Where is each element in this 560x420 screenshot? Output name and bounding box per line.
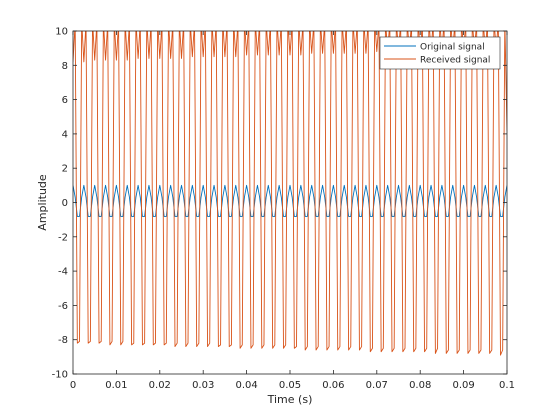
y-tick-label: 2 (62, 164, 68, 175)
x-tick-label: 0.08 (409, 380, 431, 391)
plot-area (73, 31, 507, 374)
axes: 0 0.01 0.02 0.03 0.04 0.05 0.06 0.07 0.08 0.09 0.1… (52, 27, 515, 392)
y-tick-label: 10 (55, 27, 68, 38)
y-tick-label: -2 (58, 232, 68, 243)
x-tick-label: 0.04 (235, 380, 257, 391)
series-layer (73, 31, 507, 356)
legend-label-original: Original signal (420, 43, 485, 53)
x-tick-label: 0.03 (192, 380, 214, 391)
y-tick-label: 0 (62, 198, 68, 209)
x-tick-label: 0.02 (149, 380, 171, 391)
legend-label-received: Received signal (420, 56, 490, 66)
y-tick-label: 8 (62, 61, 68, 72)
x-tick-label: 0.01 (105, 380, 127, 391)
x-tick-label: 0.06 (322, 380, 344, 391)
x-ticks: 0 0.01 0.02 0.03 0.04 0.05 0.06 0.07 0.08 0.09 0.1 (70, 31, 515, 391)
y-tick-label: 4 (62, 129, 68, 140)
y-tick-label: -8 (58, 335, 68, 346)
legend: Original signal Received signal (379, 36, 501, 70)
legend-box (379, 36, 501, 70)
series-received-signal (73, 31, 507, 356)
x-tick-label: 0.09 (452, 380, 474, 391)
y-tick-label: -4 (58, 267, 68, 278)
x-tick-label: 0.05 (279, 380, 301, 391)
y-tick-label: -6 (58, 301, 68, 312)
y-axis-label: Amplitude (36, 174, 49, 231)
x-tick-label: 0.1 (499, 380, 515, 391)
x-axis-label: Time (s) (267, 393, 313, 406)
y-tick-label: -10 (52, 370, 68, 381)
x-tick-label: 0 (70, 380, 76, 391)
y-ticks: -10 -8 -6 -4 -2 0 2 4 6 8 10 (52, 27, 507, 381)
x-tick-label: 0.07 (366, 380, 388, 391)
y-tick-label: 6 (62, 95, 68, 106)
